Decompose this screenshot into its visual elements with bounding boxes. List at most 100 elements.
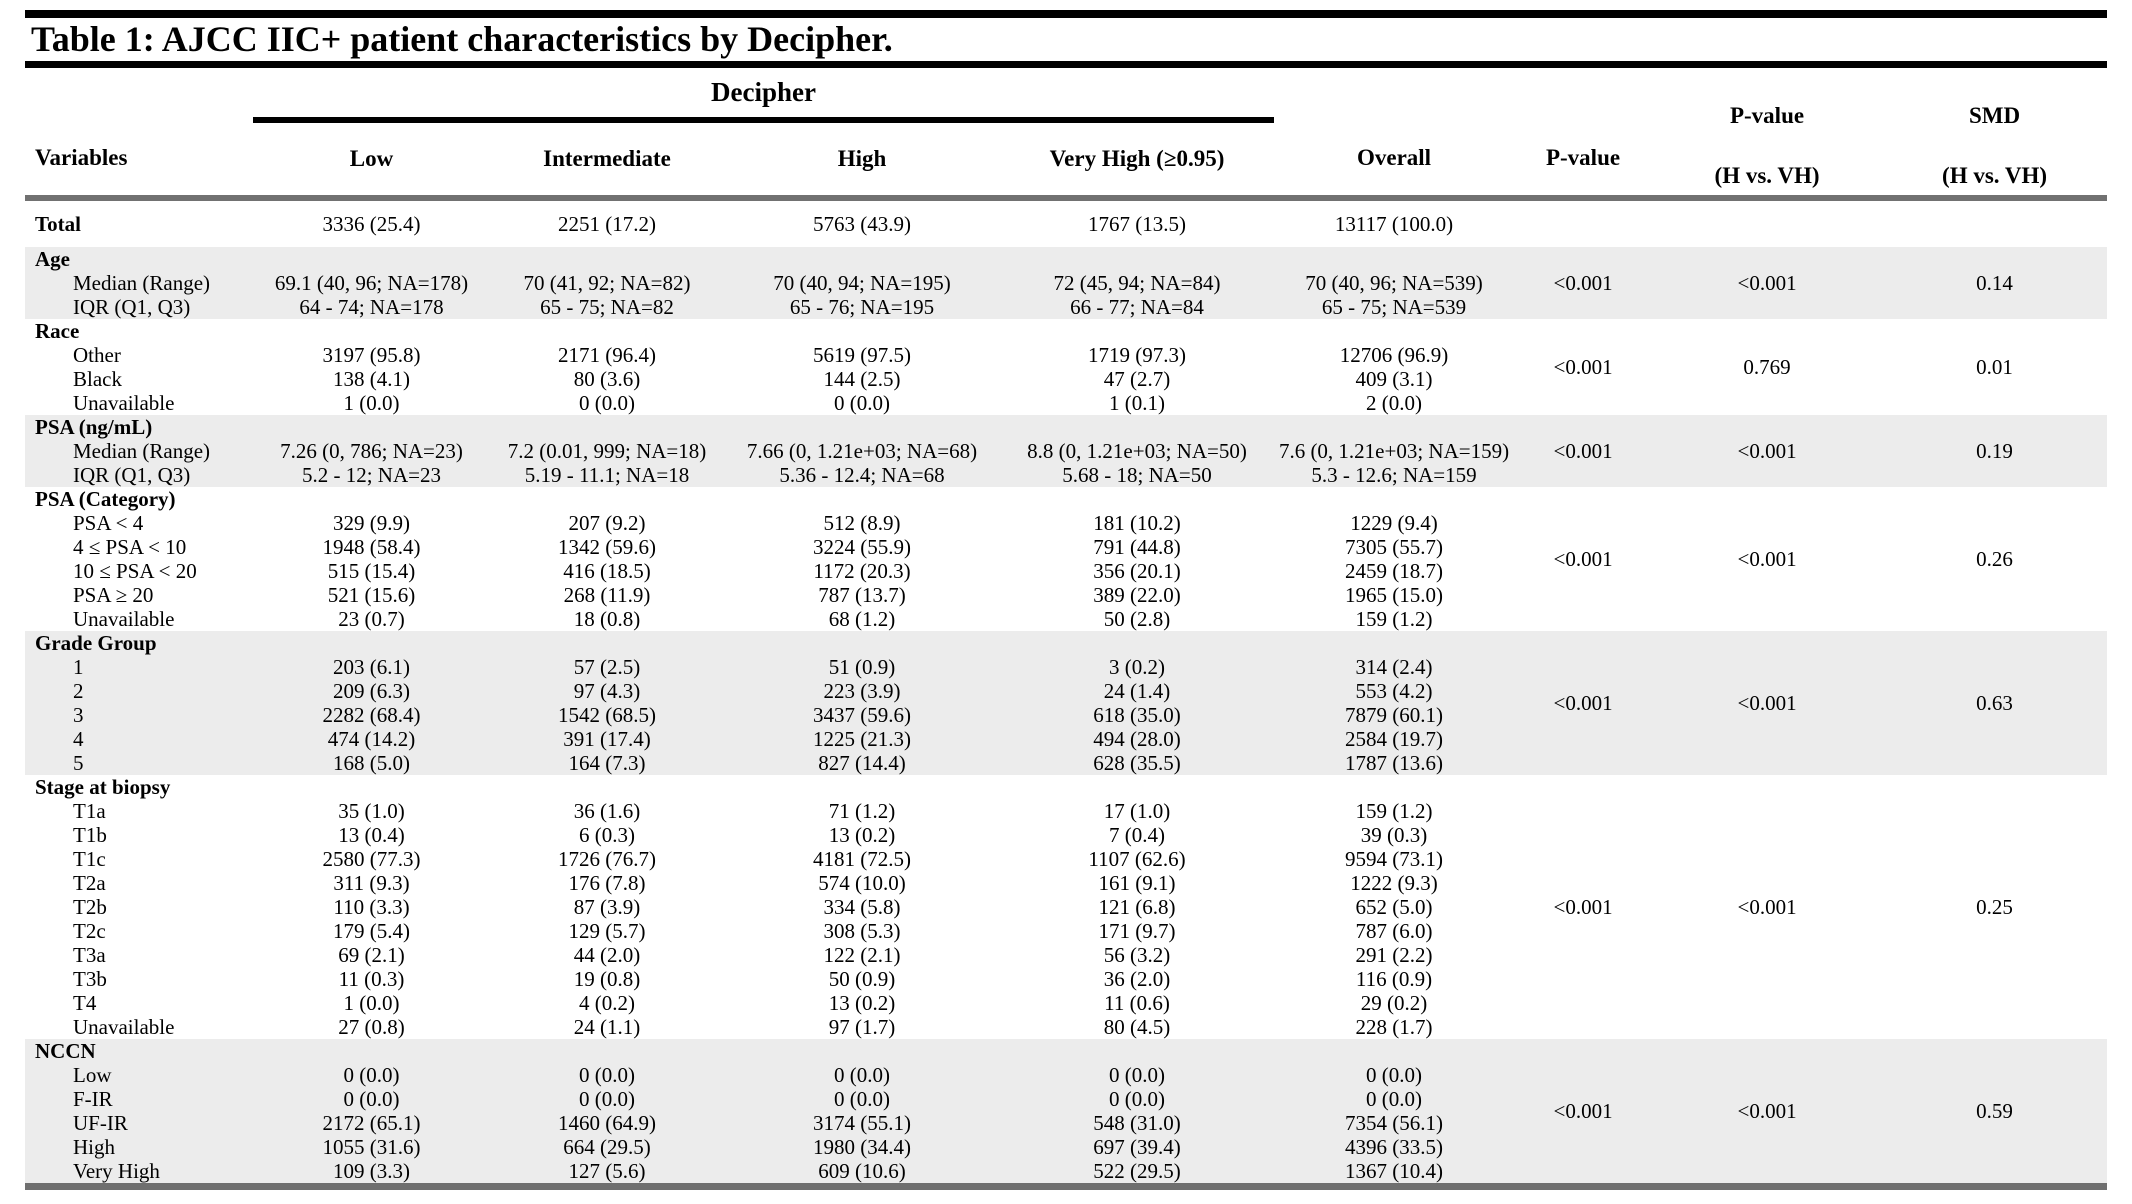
cell-value: 0 (0.0): [1000, 1087, 1275, 1111]
cell-value: 64 - 74; NA=178: [253, 295, 490, 319]
empty-cell: [724, 1039, 1000, 1063]
cell-value: 68 (1.2): [828, 607, 896, 631]
cell-value: 664 (29.5): [490, 1135, 724, 1159]
cell-value: 129 (5.7): [568, 919, 646, 943]
empty-cell: [490, 415, 724, 439]
empty-cell: [253, 415, 490, 439]
row-label: Black: [73, 367, 122, 391]
cell-value: 223 (3.9): [724, 679, 1000, 703]
cell-value: 2171 (96.4): [558, 343, 656, 367]
cell-value: 203 (6.1): [253, 655, 490, 679]
table-row: Unavailable 1 (0.0) 0 (0.0) 0 (0.0) 1 (0.1) 2…: [25, 391, 2107, 415]
cell-value: 1 (0.0): [343, 391, 400, 415]
table-row: T3b 11 (0.3) 19 (0.8) 50 (0.9) 36 (2.0) 116 (…: [25, 967, 2107, 991]
table-row: 2 209 (6.3) 97 (4.3) 223 (3.9) 24 (1.4) 553 (…: [25, 679, 2107, 703]
row-label: Median (Range): [25, 271, 253, 295]
table-row: T2c 179 (5.4) 129 (5.7) 308 (5.3) 171 (9.7) 7…: [25, 919, 2107, 943]
section-label: PSA (ng/mL): [25, 415, 253, 439]
row-label: T2c: [73, 919, 106, 943]
empty-cell: [1000, 631, 1275, 655]
cell-value: 39 (0.3): [1360, 823, 1428, 847]
section-label: NCCN: [25, 1039, 253, 1063]
row-label: T2a: [73, 871, 106, 895]
cell-value: 618 (35.0): [1000, 703, 1275, 727]
cell-value: 36 (2.0): [1103, 967, 1171, 991]
cell-value: 521 (15.6): [327, 583, 416, 607]
cell-value: 0 (0.0): [1274, 1087, 1515, 1111]
cell-value: 3336 (25.4): [322, 212, 421, 236]
cell-value: 2580 (77.3): [322, 847, 421, 871]
cell-value: 0 (0.0): [490, 1063, 724, 1087]
table-row: T3a 69 (2.1) 44 (2.0) 122 (2.1) 56 (3.2) 291 …: [25, 943, 2107, 967]
table-row: Black 138 (4.1) 80 (3.6) 144 (2.5) 47 (2.7) 4…: [25, 367, 2107, 391]
column-header-row: Variables Low Intermediate High Very Hig…: [25, 120, 2107, 201]
empty-cell: [253, 319, 490, 343]
row-label: 4: [25, 727, 253, 751]
table-row: 4 474 (14.2) 391 (17.4) 1225 (21.3) 494 (28.…: [25, 727, 2107, 751]
cell-value: 7.2 (0.01, 999; NA=18): [490, 439, 724, 463]
cell-value: 409 (3.1): [1355, 367, 1433, 391]
cell-value: 329 (9.9): [333, 511, 410, 535]
empty-cell: [490, 1039, 724, 1063]
cell-value: 228 (1.7): [1355, 1015, 1433, 1039]
row-label: IQR (Q1, Q3): [25, 295, 253, 319]
table-row: Median (Range) 7.26 (0, 786; NA=23) 7.2 (0…: [25, 439, 2107, 463]
cell-value: 787 (6.0): [1355, 919, 1433, 943]
cell-value: 522 (29.5): [1000, 1159, 1275, 1183]
cell-value: 7.6 (0, 1.21e+03; NA=159): [1274, 439, 1515, 463]
cell-value: 0 (0.0): [724, 1063, 1000, 1087]
column-header-smd-line2: (H vs. VH): [1942, 163, 2048, 188]
column-header-variables: Variables: [25, 120, 253, 201]
table-row: T2b 110 (3.3) 87 (3.9) 334 (5.8) 121 (6.8) 65…: [25, 895, 2107, 919]
cell-value: 13117 (100.0): [1334, 212, 1454, 236]
cell-value: 80 (3.6): [573, 367, 641, 391]
table-row: 4 ≤ PSA < 10 1948 (58.4) 1342 (59.6) 3224 (…: [25, 535, 2107, 559]
table-header: Decipher P-value (H vs. VH) SMD (H vs. V…: [25, 68, 2108, 201]
cell-value: 0 (0.0): [579, 391, 635, 415]
cell-value: 209 (6.3): [253, 679, 490, 703]
cell-value: 23 (0.7): [338, 607, 405, 631]
pvalue-hvh-cell: <0.001: [1652, 247, 1883, 319]
cell-value: 109 (3.3): [253, 1159, 490, 1183]
cell-value: 1980 (34.4): [724, 1135, 1000, 1159]
pvalue-hvh-cell: <0.001: [1737, 895, 1797, 919]
section-header-row: Grade Group <0.001 <0.001 0.63: [25, 631, 2108, 775]
row-label: T1a: [73, 799, 106, 823]
smd-cell: 0.14: [1882, 247, 2108, 319]
table-row: T2a 311 (9.3) 176 (7.8) 574 (10.0) 161 (9.1)…: [25, 871, 2107, 895]
column-header-smd: SMD (H vs. VH): [1882, 68, 2108, 201]
cell-value: 179 (5.4): [333, 919, 410, 943]
pvalue-cell: <0.001: [1553, 355, 1613, 379]
table-title: Table 1: AJCC IIC+ patient characteristi…: [25, 10, 2107, 68]
cell-value: 0 (0.0): [724, 1087, 1000, 1111]
table-row: Unavailable 27 (0.8) 24 (1.1) 97 (1.7) 80 (4…: [25, 1015, 2107, 1039]
empty-cell: [1000, 415, 1275, 439]
empty-cell: [724, 415, 1000, 439]
row-label: T1c: [73, 847, 106, 871]
cell-value: 5763 (43.9): [813, 212, 911, 236]
cell-value: 0 (0.0): [253, 1087, 490, 1111]
table-row: IQR (Q1, Q3) 64 - 74; NA=178 65 - 75; NA=8…: [25, 295, 2107, 319]
cell-value: 159 (1.2): [1355, 607, 1433, 631]
row-label: T2b: [73, 895, 107, 919]
empty-cell: [1652, 198, 1882, 247]
pvalue-cell: <0.001: [1514, 247, 1653, 319]
cell-value: 12706 (96.9): [1339, 343, 1449, 367]
cell-value: 1719 (97.3): [1088, 343, 1187, 367]
empty-cell: [1274, 487, 1514, 511]
cell-value: 391 (17.4): [490, 727, 724, 751]
cell-value: 3174 (55.1): [724, 1111, 1000, 1135]
empty-cell: [490, 487, 724, 511]
cell-value: 50 (2.8): [1103, 607, 1171, 631]
table-row: IQR (Q1, Q3) 5.2 - 12; NA=23 5.19 - 11.1; …: [25, 463, 2107, 487]
cell-value: 11 (0.6): [1104, 991, 1170, 1015]
column-header-high: High: [724, 120, 1000, 201]
cell-value: 311 (9.3): [333, 871, 410, 895]
cell-value: 5.19 - 11.1; NA=18: [490, 463, 724, 487]
cell-value: 50 (0.9): [828, 967, 896, 991]
cell-value: 176 (7.8): [568, 871, 646, 895]
empty-cell: [724, 775, 1000, 799]
cell-value: 1542 (68.5): [490, 703, 724, 727]
pvalue-hvh-cell: <0.001: [1737, 547, 1797, 571]
section-header-row: PSA (ng/mL) <0.001 <0.001 0.19: [25, 415, 2108, 487]
